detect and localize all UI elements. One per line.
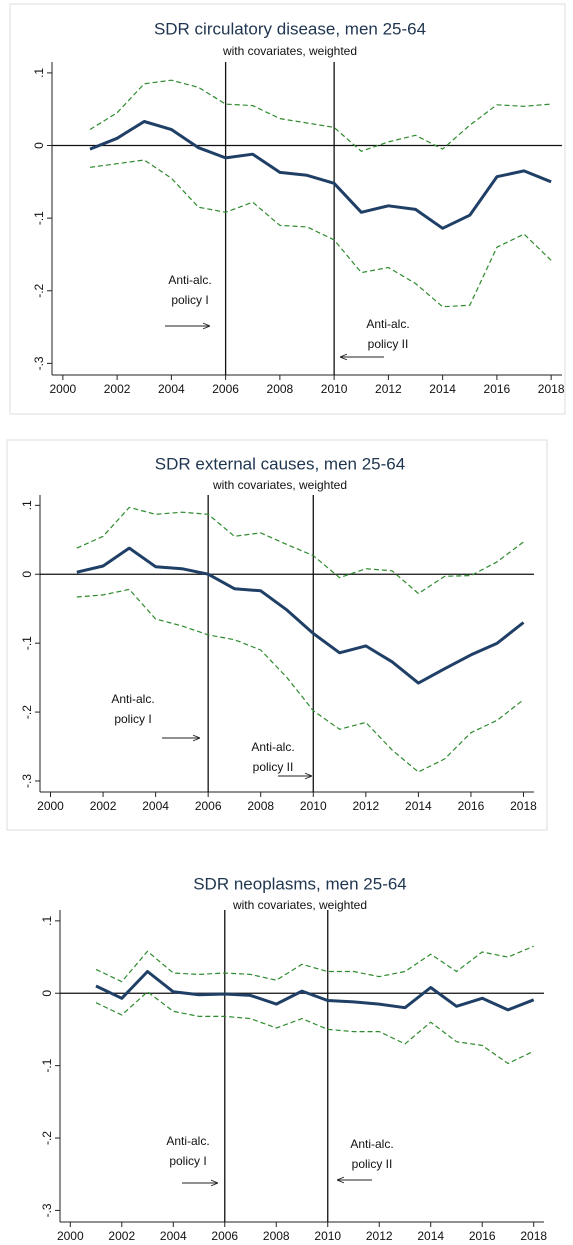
y-tick-label: -.1	[40, 1058, 54, 1072]
y-tick-label: 0	[40, 990, 54, 997]
x-tick-label: 2014	[405, 799, 432, 813]
annotation: policy I	[169, 1154, 206, 1168]
annotation: Anti-alc.	[111, 692, 154, 706]
x-tick-label: 2008	[263, 1229, 290, 1243]
x-tick-label: 2012	[366, 1229, 393, 1243]
x-tick-label: 2018	[538, 382, 565, 396]
ci-line	[89, 159, 552, 308]
estimate-line	[76, 546, 525, 685]
x-tick-label: 2004	[158, 382, 185, 396]
ci-line	[89, 79, 552, 152]
chart-subtitle: with covariates, weighted	[212, 478, 347, 492]
y-tick-label: .1	[20, 500, 34, 510]
x-tick-label: 2002	[104, 382, 131, 396]
annotation: Anti-alc.	[366, 317, 409, 331]
y-tick-label: .1	[32, 68, 46, 78]
x-tick-label: 2006	[212, 382, 239, 396]
x-tick-label: 2014	[429, 382, 456, 396]
chart-title: SDR neoplasms, men 25-64	[193, 874, 407, 893]
y-tick-label: 0	[32, 142, 46, 149]
y-tick-label: -.3	[40, 1203, 54, 1217]
x-tick-label: 2006	[195, 799, 222, 813]
x-tick-label: 2010	[314, 1229, 341, 1243]
ci-line	[95, 945, 534, 983]
x-tick-label: 2016	[484, 382, 511, 396]
panel-border	[6, 439, 548, 831]
estimate-line	[95, 970, 535, 1012]
y-tick-label: -.1	[20, 636, 34, 650]
annotation: policy II	[352, 1157, 393, 1171]
x-tick-label: 2006	[211, 1229, 238, 1243]
x-tick-label: 2010	[321, 382, 348, 396]
annotation: policy I	[114, 712, 151, 726]
y-tick-label: -.2	[40, 1131, 54, 1145]
chart-title: SDR external causes, men 25-64	[155, 454, 405, 473]
panel-border	[9, 3, 566, 415]
x-tick-label: 2010	[300, 799, 327, 813]
ci-line	[76, 506, 524, 595]
x-tick-label: 2000	[49, 382, 76, 396]
chart-title: SDR circulatory disease, men 25-64	[154, 19, 426, 38]
x-tick-label: 2000	[37, 799, 64, 813]
x-tick-label: 2014	[417, 1229, 444, 1243]
x-tick-label: 2018	[510, 799, 537, 813]
x-tick-label: 2004	[160, 1229, 187, 1243]
annotation: policy II	[253, 760, 294, 774]
y-tick-label: -.2	[32, 283, 46, 297]
x-tick-label: 2004	[142, 799, 169, 813]
x-tick-label: 2002	[90, 799, 117, 813]
ci-line	[76, 588, 524, 773]
chart-subtitle: with covariates, weighted	[232, 898, 367, 912]
x-tick-label: 2000	[57, 1229, 84, 1243]
y-tick-label: 0	[20, 571, 34, 578]
ci-line	[95, 991, 534, 1065]
x-tick-label: 2016	[458, 799, 485, 813]
x-tick-label: 2016	[469, 1229, 496, 1243]
x-tick-label: 2018	[520, 1229, 547, 1243]
y-tick-label: -.1	[32, 211, 46, 225]
x-tick-label: 2008	[247, 799, 274, 813]
chart-subtitle: with covariates, weighted	[222, 44, 357, 58]
y-tick-label: -.3	[32, 356, 46, 370]
x-tick-label: 2002	[108, 1229, 135, 1243]
annotation: Anti-alc.	[350, 1137, 393, 1151]
estimate-line	[89, 120, 552, 230]
annotation: policy II	[368, 337, 409, 351]
y-tick-label: -.3	[20, 774, 34, 788]
x-tick-label: 2012	[352, 799, 379, 813]
y-tick-label: .1	[40, 916, 54, 926]
annotation: Anti-alc.	[166, 1134, 209, 1148]
y-tick-label: -.2	[20, 705, 34, 719]
annotation: Anti-alc.	[168, 273, 211, 287]
x-tick-label: 2012	[375, 382, 402, 396]
x-tick-label: 2008	[267, 382, 294, 396]
annotation: Anti-alc.	[251, 740, 294, 754]
annotation: policy I	[171, 293, 208, 307]
